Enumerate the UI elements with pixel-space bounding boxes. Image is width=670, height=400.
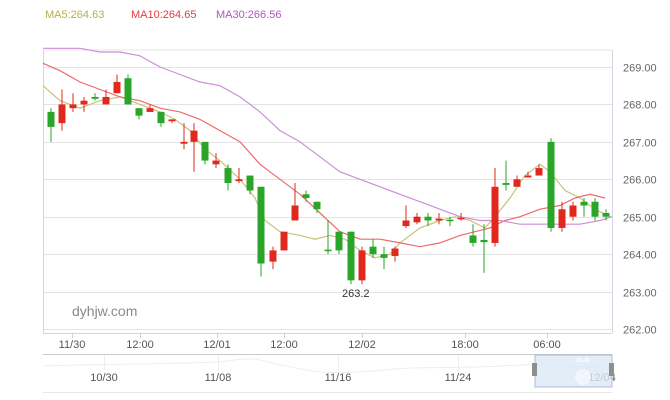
candle[interactable]: [502, 160, 510, 191]
candle[interactable]: [168, 119, 176, 124]
x-tick-label: 18:00: [451, 339, 479, 351]
navigator-label: 11/16: [325, 372, 352, 384]
candle[interactable]: [180, 123, 188, 150]
candle[interactable]: [602, 209, 610, 221]
candle[interactable]: [80, 96, 88, 112]
candle[interactable]: [124, 74, 132, 105]
x-tick-label: 12/01: [203, 339, 231, 351]
grid-lines: [43, 67, 612, 330]
x-tick-label: 11/30: [59, 339, 86, 351]
ma5-line: [42, 85, 611, 259]
candle[interactable]: [457, 212, 465, 221]
navigator-label: 11/08: [205, 372, 232, 384]
candle[interactable]: [413, 212, 421, 225]
candle[interactable]: [212, 153, 220, 169]
y-tick-label: 266.00: [623, 175, 657, 187]
candle[interactable]: [513, 175, 521, 187]
watermark: dyhjw.com: [72, 303, 137, 319]
candle[interactable]: [190, 123, 198, 172]
candle[interactable]: [313, 201, 321, 213]
candle[interactable]: [524, 171, 532, 178]
candle[interactable]: [246, 175, 254, 195]
y-tick-label: 264.00: [623, 250, 657, 262]
x-tick-label: 12/02: [348, 339, 376, 351]
plot-frame: [43, 49, 613, 334]
candle[interactable]: [558, 201, 566, 232]
x-tick-label: 12:00: [126, 339, 154, 351]
candle[interactable]: [569, 201, 577, 221]
legend: MA5:264.63 MA10:264.65 MA30:266.56: [0, 9, 670, 27]
candle[interactable]: [491, 168, 499, 247]
candle[interactable]: [113, 74, 121, 94]
y-tick-label: 263.00: [623, 288, 657, 300]
candle[interactable]: [146, 104, 154, 112]
candle[interactable]: [424, 212, 432, 227]
candle[interactable]: [269, 246, 277, 270]
candle[interactable]: [224, 164, 232, 191]
candle[interactable]: [369, 239, 377, 258]
candle[interactable]: [446, 216, 454, 227]
candle[interactable]: [135, 108, 143, 120]
navigator-label: 10/30: [90, 372, 118, 384]
navigator-window[interactable]: [534, 354, 613, 388]
candle[interactable]: [69, 93, 77, 112]
candle[interactable]: [302, 190, 310, 202]
legend-ma30[interactable]: MA30:266.56: [216, 9, 282, 21]
candle[interactable]: [157, 111, 165, 127]
y-tick-label: 265.00: [623, 213, 657, 225]
x-tick-label: 12:00: [270, 339, 298, 351]
candle[interactable]: [257, 186, 265, 277]
candle[interactable]: [280, 231, 288, 251]
legend-ma5[interactable]: MA5:264.63: [45, 9, 105, 21]
candle[interactable]: [291, 183, 299, 221]
min-price-label: 263.2: [342, 288, 370, 300]
legend-ma10[interactable]: MA10:264.65: [131, 9, 197, 21]
candle[interactable]: [435, 212, 443, 225]
navigator-left-handle[interactable]: [532, 363, 537, 376]
candle[interactable]: [469, 224, 477, 247]
candle[interactable]: [335, 231, 343, 255]
candle[interactable]: [201, 141, 209, 165]
candle[interactable]: [347, 231, 355, 285]
candle[interactable]: [380, 246, 388, 270]
y-tick-label: 262.00: [623, 325, 657, 337]
candle[interactable]: [591, 198, 599, 221]
candle[interactable]: [47, 108, 55, 142]
y-tick-label: 269.00: [623, 63, 657, 75]
navigator-label: 11/24: [445, 372, 472, 384]
x-axis: 11/30 12:00 12/01 12:00 12/02 18:00 06:00: [59, 333, 561, 351]
candle[interactable]: [535, 164, 543, 176]
navigator-right-handle[interactable]: [609, 363, 614, 376]
logo-watermark-icon: [575, 356, 591, 385]
candle[interactable]: [480, 224, 488, 273]
x-tick-label: 06:00: [533, 339, 561, 351]
candle[interactable]: [580, 198, 588, 217]
candle[interactable]: [91, 93, 99, 101]
y-axis: 269.00 268.00 267.00 266.00 265.00 264.00 263.…: [623, 63, 657, 337]
candle[interactable]: [102, 89, 110, 105]
candle[interactable]: [402, 205, 410, 228]
candle[interactable]: [58, 89, 66, 131]
y-tick-label: 268.00: [623, 100, 657, 112]
candle[interactable]: [358, 246, 366, 285]
ma30-line: [43, 47, 613, 225]
candle[interactable]: [235, 168, 243, 184]
candle[interactable]: [391, 246, 399, 262]
candle[interactable]: [324, 220, 332, 255]
candle[interactable]: [547, 138, 555, 232]
y-tick-label: 267.00: [623, 138, 657, 150]
candles: [47, 74, 610, 285]
